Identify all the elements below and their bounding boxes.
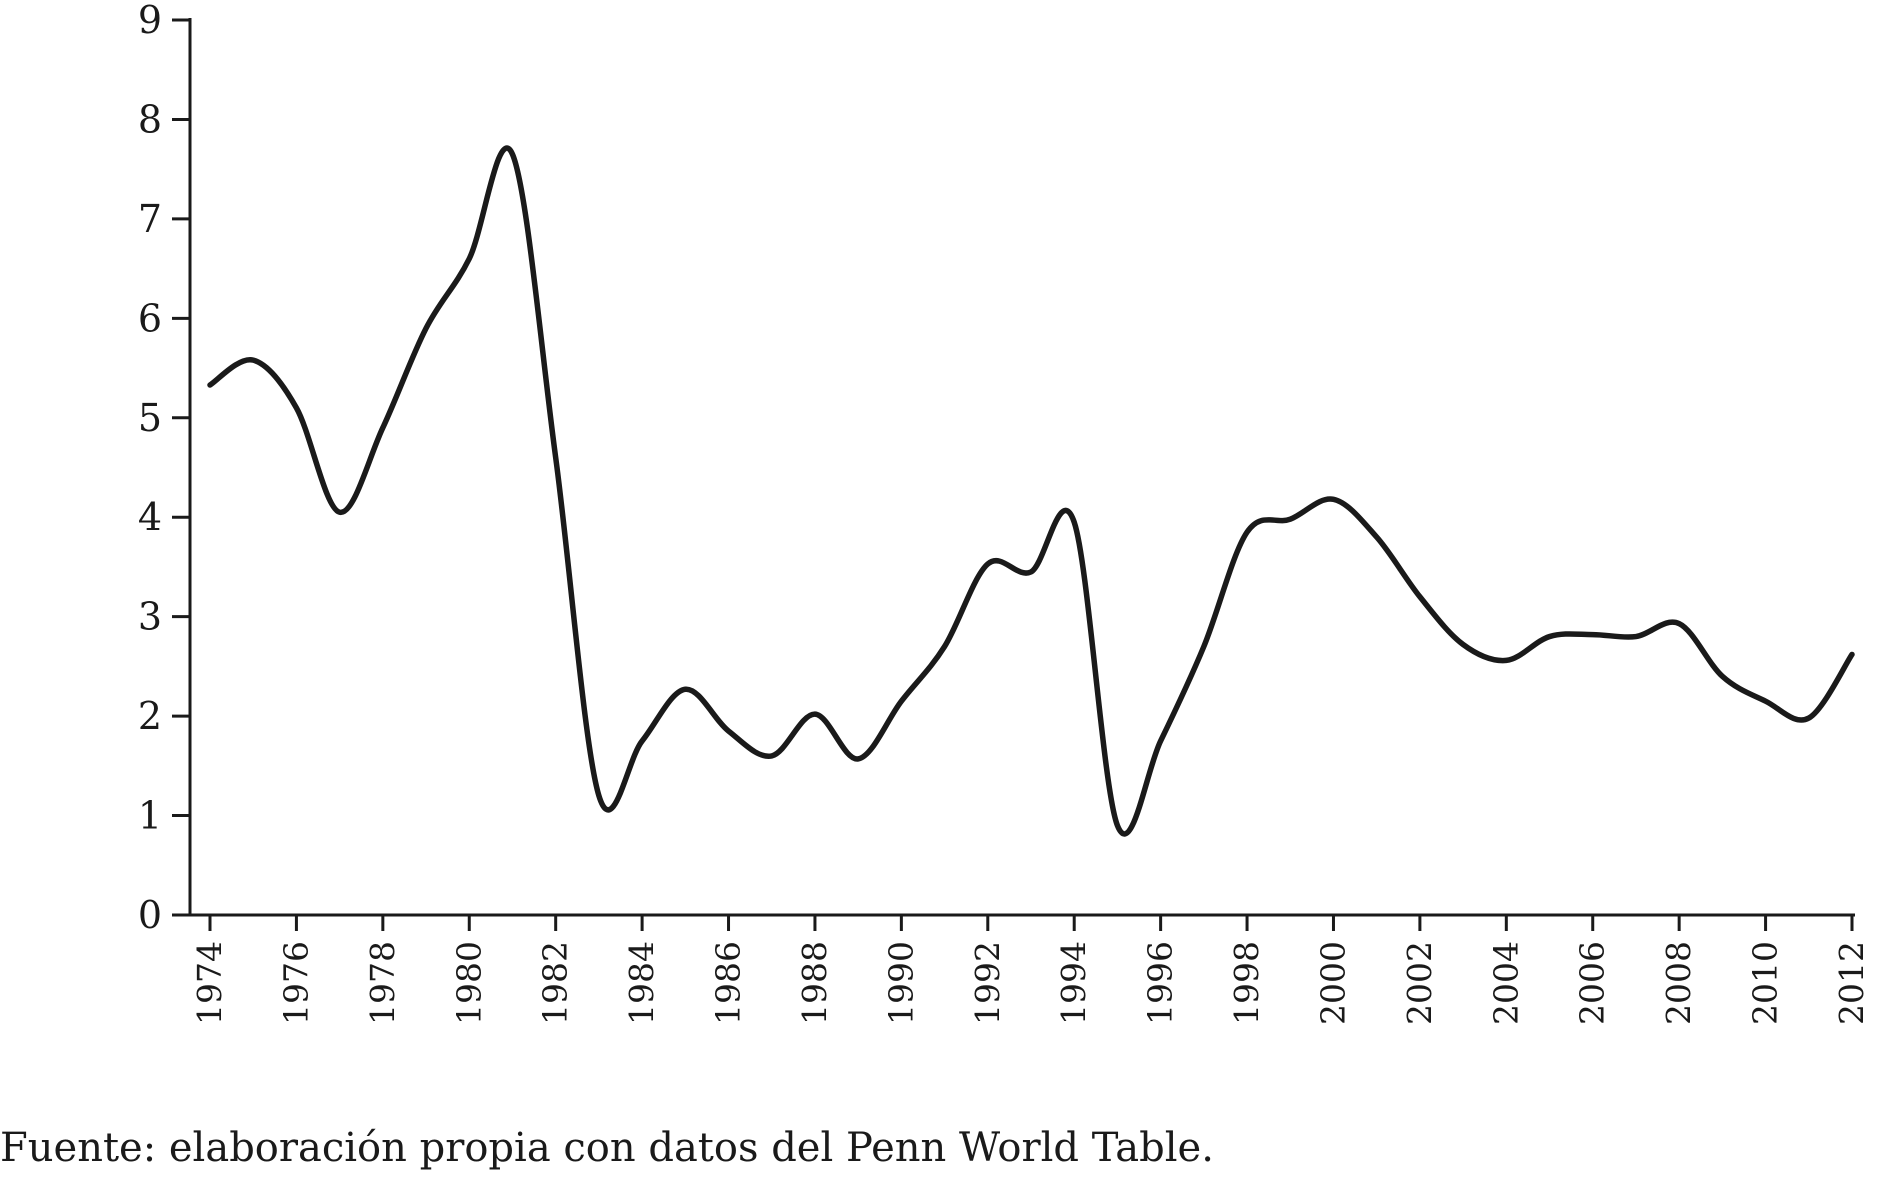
x-tick-label: 2002 <box>1400 941 1439 1025</box>
x-tick-label: 2006 <box>1573 941 1612 1025</box>
x-axis-ticks: 1974 1976 1978 1980 1982 1984 1986 1988 1990 1992… <box>190 915 1871 1025</box>
y-tick-label: 5 <box>138 396 162 440</box>
y-tick-label: 3 <box>138 595 162 639</box>
y-tick-label: 9 <box>138 0 162 42</box>
axes <box>188 18 1855 917</box>
source-note: Fuente: elaboración propia con datos del… <box>0 1125 1214 1171</box>
x-tick-label: 1980 <box>449 941 488 1025</box>
x-tick-label: 1986 <box>709 941 748 1025</box>
y-tick-label: 1 <box>138 794 162 838</box>
y-tick-label: 6 <box>138 296 162 340</box>
x-tick-label: 1988 <box>795 941 834 1025</box>
x-tick-label: 2012 <box>1832 941 1871 1025</box>
x-tick-label: 2010 <box>1746 941 1785 1025</box>
x-tick-label: 1994 <box>1054 941 1093 1025</box>
x-tick-label: 1982 <box>536 941 575 1025</box>
y-tick-label: 0 <box>138 893 162 937</box>
series-layer <box>207 145 1855 837</box>
x-tick-label: 2008 <box>1659 941 1698 1025</box>
series-line <box>207 145 1855 837</box>
x-tick-label: 1996 <box>1141 941 1180 1025</box>
x-tick-label: 2004 <box>1486 941 1525 1025</box>
y-axis-ticks: 0 1 2 3 4 5 6 7 8 9 <box>138 0 190 937</box>
x-tick-label: 1992 <box>968 941 1007 1025</box>
y-tick-label: 2 <box>138 694 162 738</box>
x-tick-label: 1976 <box>276 941 315 1025</box>
x-tick-label: 1974 <box>190 941 229 1025</box>
x-tick-label: 1998 <box>1227 941 1266 1025</box>
x-tick-label: 1984 <box>622 941 661 1025</box>
x-tick-label: 2000 <box>1313 941 1352 1025</box>
y-tick-label: 4 <box>138 495 162 539</box>
y-tick-label: 8 <box>138 97 162 141</box>
x-tick-label: 1978 <box>363 941 402 1025</box>
y-tick-label: 7 <box>138 197 162 241</box>
x-tick-label: 1990 <box>881 941 920 1025</box>
